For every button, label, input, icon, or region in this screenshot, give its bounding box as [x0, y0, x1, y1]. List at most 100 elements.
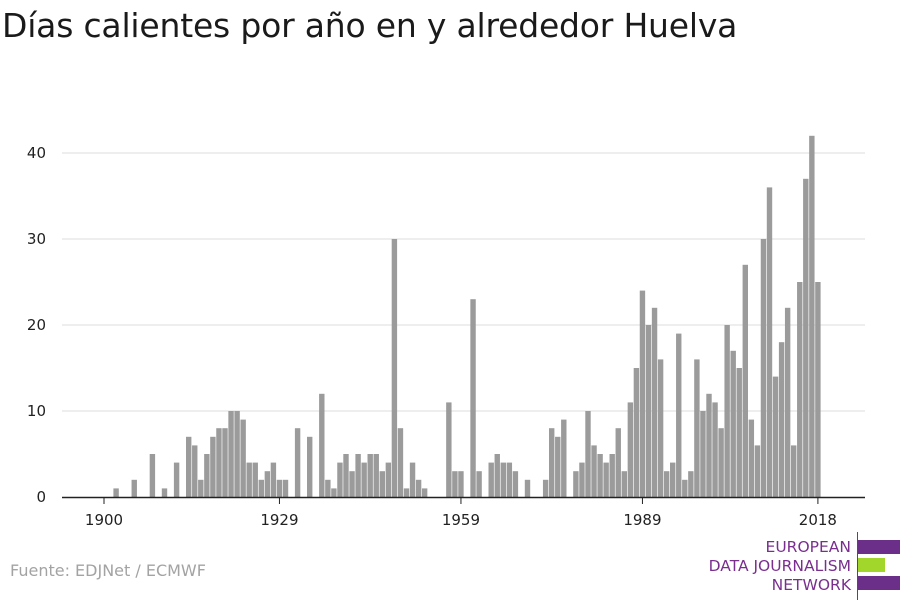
bar-1988	[633, 368, 640, 497]
bar-2006	[742, 264, 748, 497]
y-tick-label-40: 40	[27, 144, 46, 162]
source-note: Fuente: EDJNet / ECMWF	[10, 561, 206, 580]
bars	[113, 135, 821, 498]
bar-1936	[319, 393, 325, 497]
bar-1937	[325, 479, 331, 497]
bar-1912	[173, 462, 180, 497]
bar-1915	[192, 445, 198, 497]
x-tick-label-1929: 1929	[260, 511, 298, 529]
bar-1905	[131, 479, 137, 497]
bar-1990	[645, 325, 652, 497]
bar-2015	[797, 282, 803, 497]
logo-bar-green	[858, 558, 885, 572]
bar-1967	[506, 462, 513, 497]
bar-1986	[621, 471, 627, 497]
bar-1946	[379, 471, 385, 497]
bar-2008	[754, 445, 761, 497]
bar-1985	[615, 428, 621, 497]
x-tick-label-1959: 1959	[442, 511, 480, 529]
bar-1918	[210, 436, 216, 497]
bar-2004	[730, 350, 736, 497]
bar-1962	[476, 471, 482, 497]
bar-1974	[549, 428, 555, 497]
bar-2005	[736, 368, 742, 497]
x-tick-label-2018: 2018	[799, 511, 837, 529]
bar-1928	[270, 462, 277, 497]
bar-1992	[657, 359, 664, 497]
bar-1923	[240, 419, 246, 497]
bar-1984	[609, 454, 615, 497]
y-tick-label-0: 0	[36, 488, 46, 506]
bar-1944	[367, 454, 373, 497]
bar-1959	[458, 471, 464, 497]
bar-1982	[597, 454, 603, 497]
bar-1930	[282, 479, 289, 497]
y-tick-label-20: 20	[27, 316, 46, 334]
chart-title: Días calientes por año en y alrededor Hu…	[2, 6, 738, 45]
bar-1951	[409, 462, 416, 497]
bar-2003	[724, 325, 730, 497]
bar-1991	[651, 307, 658, 497]
bar-2012	[778, 342, 785, 497]
x-tick-label-1900: 1900	[85, 511, 123, 529]
bar-1996	[682, 479, 688, 497]
bar-2013	[784, 307, 791, 497]
axes: 0 10 20 30 40 1900 1929 1959 1989 2018	[27, 144, 865, 529]
bar-1995	[676, 333, 682, 497]
bar-1948	[391, 239, 398, 497]
bar-1961	[470, 299, 476, 497]
bar-1902	[113, 488, 119, 497]
bar-1927	[264, 471, 271, 497]
logo-line-2: DATA JOURNALISM	[708, 557, 851, 575]
bar-1966	[500, 462, 506, 497]
bar-1997	[688, 471, 694, 497]
bar-1922	[234, 411, 240, 497]
y-tick-label-10: 10	[27, 402, 46, 420]
edjnet-logo[interactable]: EUROPEAN DATA JOURNALISM NETWORK	[700, 532, 900, 600]
bar-1968	[512, 471, 519, 497]
bar-1941	[349, 471, 355, 497]
bar-1976	[561, 419, 567, 497]
bar-1989	[639, 290, 646, 497]
bar-1910	[161, 488, 168, 497]
bar-1973	[542, 479, 549, 497]
bar-2014	[791, 445, 797, 497]
bar-2011	[772, 376, 779, 497]
bar-1947	[385, 462, 392, 497]
bar-2016	[803, 178, 809, 498]
bar-1926	[258, 479, 264, 497]
bar-1950	[403, 488, 410, 497]
bar-1940	[343, 454, 349, 497]
x-tick-label-1989: 1989	[623, 511, 661, 529]
bar-1925	[252, 462, 258, 497]
bar-1953	[421, 488, 428, 497]
bar-1916	[198, 479, 204, 497]
bar-1958	[452, 471, 458, 497]
bar-1978	[573, 471, 579, 497]
bar-1932	[294, 428, 301, 497]
bar-1952	[415, 479, 422, 497]
logo-bar-purple-top	[858, 540, 900, 554]
bar-2017	[809, 135, 815, 498]
bar-1934	[307, 436, 313, 497]
bar-2001	[712, 402, 718, 497]
bar-1949	[397, 428, 404, 497]
logo-bar-purple-bottom	[858, 576, 900, 590]
bar-1914	[186, 436, 192, 497]
bar-1942	[355, 454, 361, 497]
bar-2007	[748, 419, 755, 497]
logo-divider	[857, 532, 858, 600]
bar-1943	[361, 462, 367, 497]
bar-1945	[373, 454, 379, 497]
bar-1964	[488, 462, 494, 497]
bar-1938	[331, 488, 337, 497]
bar-1987	[627, 402, 634, 497]
bar-1970	[524, 479, 531, 497]
bar-1998	[694, 359, 700, 497]
bar-1939	[337, 462, 343, 497]
bar-1924	[246, 462, 252, 497]
bar-1965	[494, 454, 500, 497]
bar-2002	[718, 428, 724, 497]
bar-2018	[815, 282, 821, 497]
